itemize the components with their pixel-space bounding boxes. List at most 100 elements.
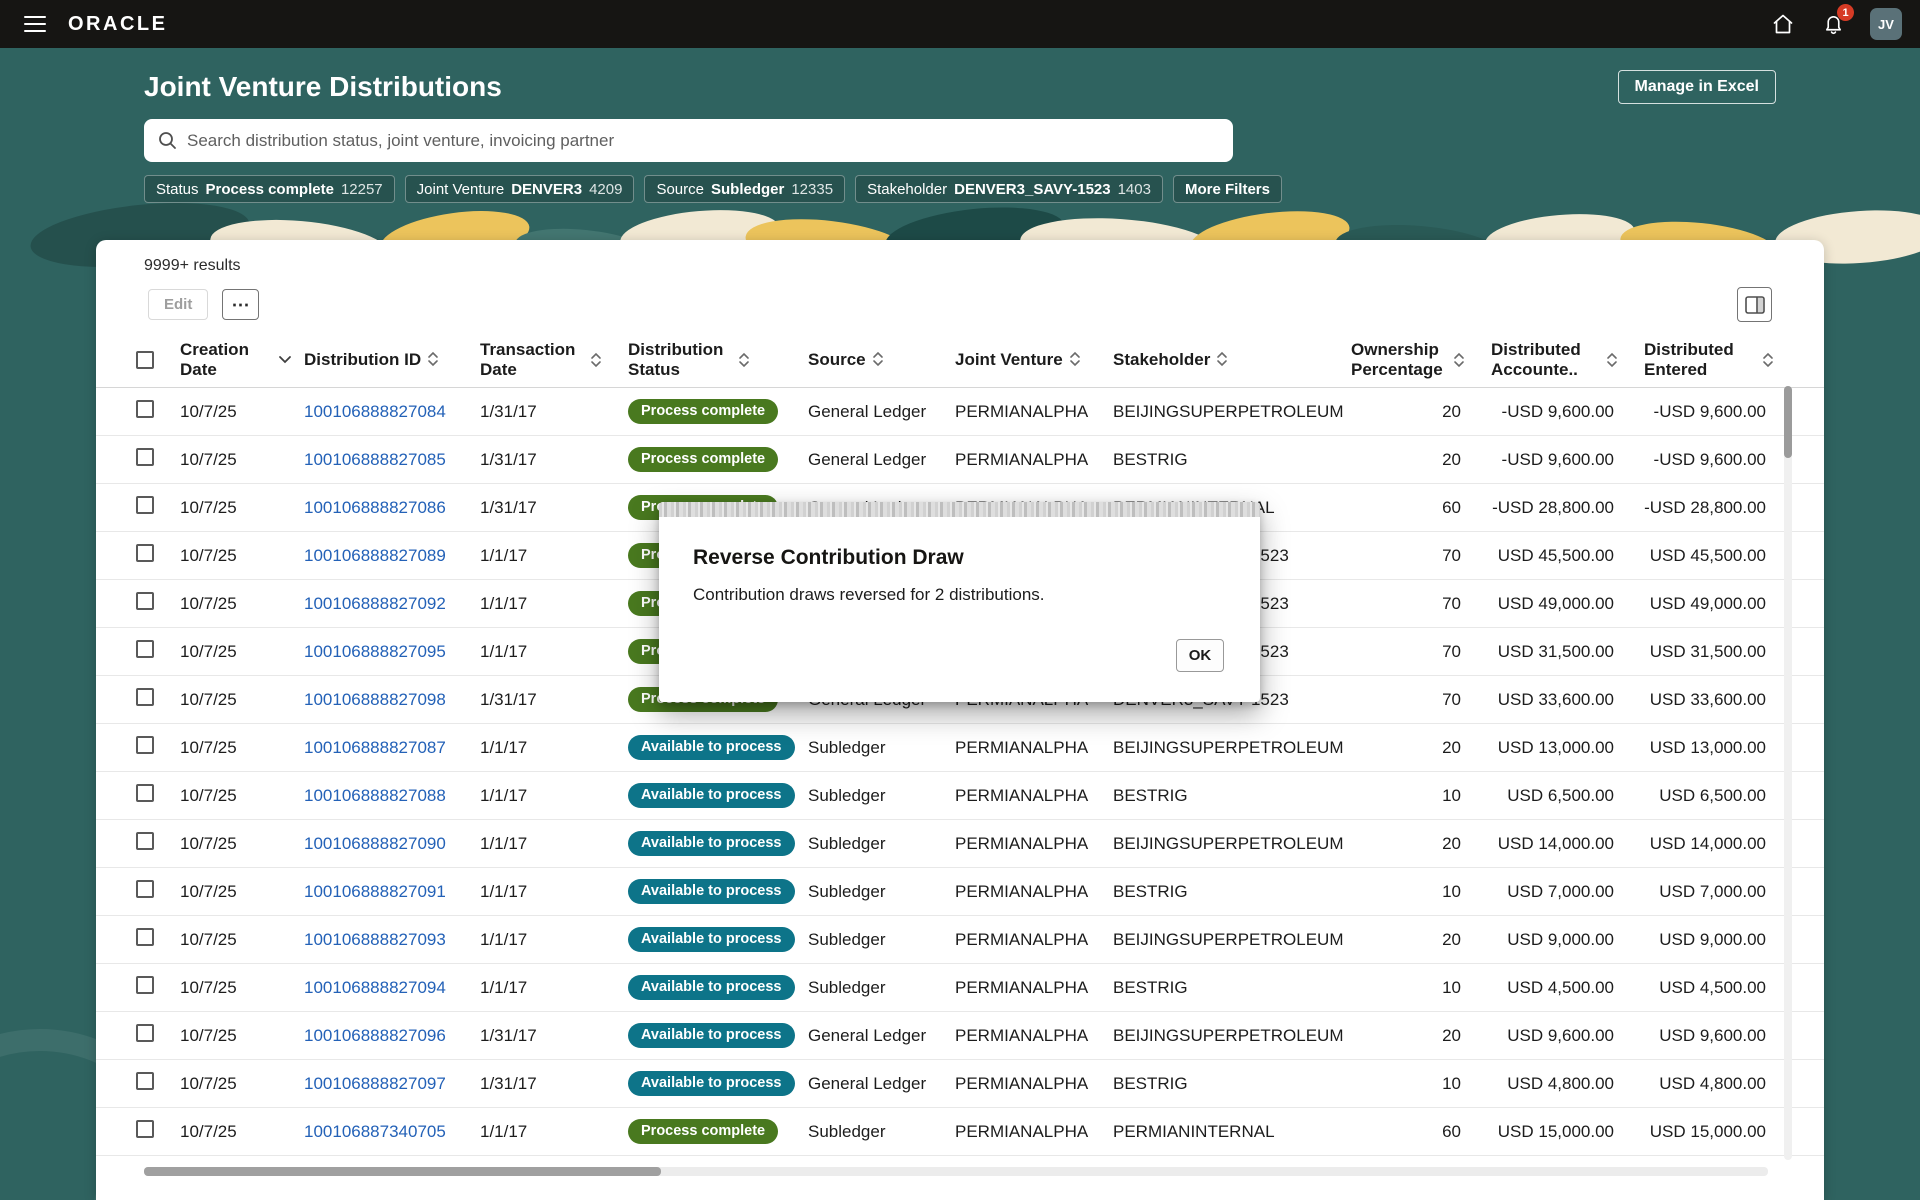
row-checkbox[interactable] [136, 1072, 154, 1090]
more-actions-button[interactable]: ⋯ [222, 289, 259, 320]
cell-distribution-id-link[interactable]: 100106888827087 [304, 737, 446, 757]
cell-source: Subledger [808, 881, 886, 901]
manage-columns-button[interactable] [1737, 287, 1772, 322]
notification-count-badge: 1 [1837, 4, 1854, 21]
oracle-logo[interactable]: ORACLE [68, 12, 168, 35]
row-checkbox-cell [120, 544, 176, 567]
notifications-bell-icon[interactable]: 1 [1816, 4, 1854, 41]
user-avatar[interactable]: JV [1870, 8, 1902, 40]
dialog-ok-button[interactable]: OK [1176, 639, 1224, 672]
more-filters-button[interactable]: More Filters [1172, 175, 1282, 203]
cell-distribution-id-link[interactable]: 100106888827090 [304, 833, 446, 853]
column-header-transaction-date[interactable]: Transaction Date [476, 340, 624, 379]
filter-chip-stakeholder[interactable]: Stakeholder DENVER3_SAVY-1523 1403 [855, 175, 1163, 203]
hamburger-menu-icon[interactable] [24, 16, 46, 32]
cell-distribution-id-link[interactable]: 100106888827094 [304, 977, 446, 997]
cell-stakeholder: BESTRIG [1113, 785, 1188, 805]
cell-distribution-id-link[interactable]: 100106888827085 [304, 449, 446, 469]
column-header-ownership-percentage[interactable]: Ownership Percentage [1325, 340, 1465, 379]
row-checkbox[interactable] [136, 928, 154, 946]
cell-distribution-id-link[interactable]: 100106888827089 [304, 545, 446, 565]
sort-icon [1762, 351, 1774, 369]
chevron-down-icon [278, 355, 292, 364]
cell-stakeholder: BEIJINGSUPERPETROLEUM [1113, 401, 1344, 421]
cell-creation-date: 10/7/25 [180, 545, 237, 565]
row-checkbox[interactable] [136, 1024, 154, 1042]
sort-icon [427, 350, 439, 368]
cell-joint-venture: PERMIANALPHA [955, 737, 1089, 757]
row-checkbox[interactable] [136, 880, 154, 898]
cell-ownership-percentage: 10 [1442, 881, 1461, 901]
row-checkbox[interactable] [136, 640, 154, 658]
cell-distributed-accounted: USD 4,800.00 [1507, 1073, 1614, 1093]
cell-transaction-date: 1/1/17 [480, 929, 528, 949]
cell-creation-date: 10/7/25 [180, 497, 237, 517]
row-checkbox[interactable] [136, 400, 154, 418]
column-header-source[interactable]: Source [804, 350, 951, 370]
cell-transaction-date: 1/1/17 [480, 881, 528, 901]
row-checkbox[interactable] [136, 736, 154, 754]
row-checkbox[interactable] [136, 688, 154, 706]
cell-distribution-status: Process complete [624, 398, 804, 425]
sort-icon [872, 350, 884, 368]
column-header-distributed-accounted[interactable]: Distributed Accounte.. [1465, 340, 1618, 379]
cell-distribution-id-link[interactable]: 100106888827086 [304, 497, 446, 517]
row-checkbox-cell [120, 496, 176, 519]
cell-distribution-id-link[interactable]: 100106887340705 [304, 1121, 446, 1141]
row-checkbox[interactable] [136, 448, 154, 466]
row-checkbox[interactable] [136, 544, 154, 562]
column-header-distributed-entered[interactable]: Distributed Entered [1618, 340, 1780, 379]
search-icon [158, 131, 177, 150]
cell-distribution-id-link[interactable]: 100106888827095 [304, 641, 446, 661]
row-checkbox[interactable] [136, 976, 154, 994]
home-icon[interactable] [1766, 7, 1800, 41]
cell-distribution-id-link[interactable]: 100106888827096 [304, 1025, 446, 1045]
cell-distribution-id-link[interactable]: 100106888827091 [304, 881, 446, 901]
filter-chip-source[interactable]: Source Subledger 12335 [644, 175, 846, 203]
cell-distributed-entered: USD 15,000.00 [1649, 1121, 1766, 1141]
select-all-checkbox[interactable] [136, 350, 154, 369]
cell-distribution-id-link[interactable]: 100106888827093 [304, 929, 446, 949]
horizontal-scrollbar[interactable] [144, 1167, 1768, 1176]
table-row: 10/7/25 100106888827084 1/31/17 Process … [96, 388, 1824, 436]
cell-transaction-date: 1/1/17 [480, 833, 528, 853]
column-header-creation-date[interactable]: Creation Date [176, 340, 300, 379]
cell-source: Subledger [808, 737, 886, 757]
search-input[interactable] [187, 130, 1219, 151]
search-bar[interactable] [144, 119, 1233, 162]
column-header-stakeholder[interactable]: Stakeholder [1109, 350, 1325, 370]
manage-in-excel-button[interactable]: Manage in Excel [1617, 70, 1776, 104]
cell-distributed-accounted: USD 13,000.00 [1497, 737, 1614, 757]
row-checkbox[interactable] [136, 1120, 154, 1138]
cell-joint-venture: PERMIANALPHA [955, 1073, 1089, 1093]
column-header-distribution-id[interactable]: Distribution ID [300, 350, 476, 370]
row-checkbox[interactable] [136, 592, 154, 610]
cell-joint-venture: PERMIANALPHA [955, 401, 1089, 421]
table-row: 10/7/25 100106888827085 1/31/17 Process … [96, 436, 1824, 484]
filter-chip-joint-venture[interactable]: Joint Venture DENVER3 4209 [404, 175, 635, 203]
cell-distribution-id-link[interactable]: 100106888827088 [304, 785, 446, 805]
cell-source: General Ledger [808, 401, 927, 421]
status-badge: Process complete [628, 398, 779, 425]
cell-source: General Ledger [808, 1073, 927, 1093]
cell-ownership-percentage: 20 [1442, 401, 1461, 421]
cell-distributed-entered: USD 13,000.00 [1649, 737, 1766, 757]
vertical-scrollbar-thumb[interactable] [1784, 386, 1792, 458]
cell-distribution-id-link[interactable]: 100106888827092 [304, 593, 446, 613]
cell-distributed-accounted: -USD 9,600.00 [1501, 401, 1614, 421]
row-checkbox[interactable] [136, 832, 154, 850]
horizontal-scrollbar-thumb[interactable] [144, 1167, 661, 1176]
cell-distribution-id-link[interactable]: 100106888827098 [304, 689, 446, 709]
column-header-distribution-status[interactable]: Distribution Status [624, 340, 804, 379]
sort-icon [1216, 350, 1228, 368]
row-checkbox[interactable] [136, 496, 154, 514]
column-header-joint-venture[interactable]: Joint Venture [951, 350, 1109, 370]
cell-distribution-id-link[interactable]: 100106888827097 [304, 1073, 446, 1093]
row-checkbox[interactable] [136, 784, 154, 802]
cell-creation-date: 10/7/25 [180, 401, 237, 421]
filter-chip-status[interactable]: Status Process complete 12257 [144, 175, 395, 203]
cell-distribution-id-link[interactable]: 100106888827084 [304, 401, 446, 421]
vertical-scrollbar[interactable] [1784, 386, 1792, 1160]
cell-source: General Ledger [808, 1025, 927, 1045]
edit-button[interactable]: Edit [148, 289, 209, 320]
